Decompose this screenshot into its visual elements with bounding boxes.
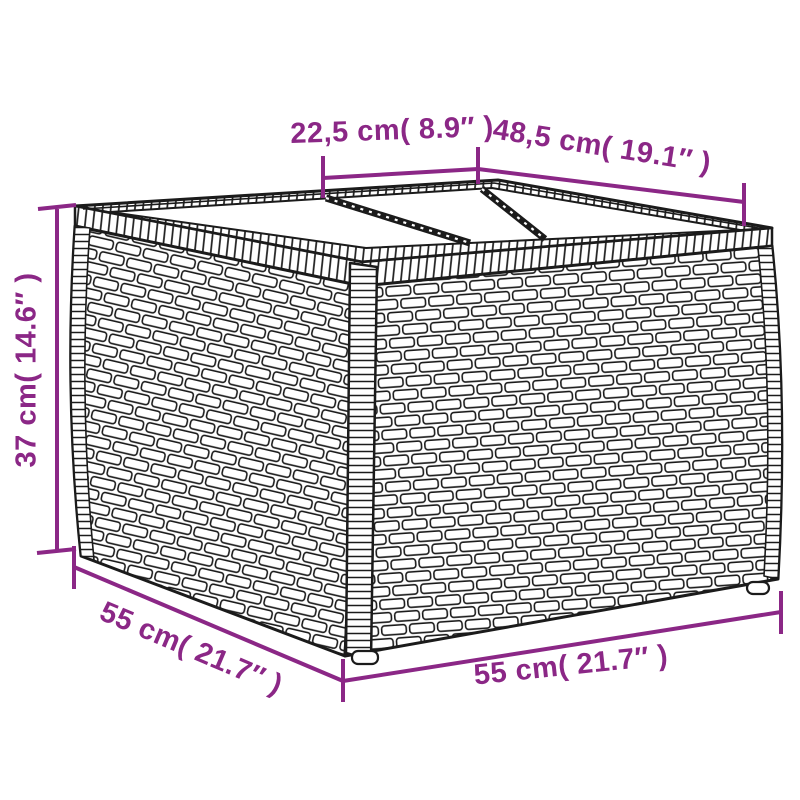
left-face-weave (69, 224, 364, 658)
dim-line-height (36, 203, 77, 555)
front-foot (350, 649, 380, 666)
glass-top (109, 187, 741, 249)
dim-label-height: 37 cm( 14.6″ ) (10, 272, 43, 468)
dim-line-top-glass (477, 167, 746, 226)
dim-line-width (342, 591, 783, 683)
right-edge-post (757, 245, 783, 580)
front-corner-post (344, 261, 379, 662)
glass-divider-left (324, 194, 472, 247)
dimension-lines (36, 147, 783, 702)
right-foot (745, 580, 771, 596)
right-face-weave (343, 244, 784, 658)
glass-divider-right (479, 186, 548, 242)
dim-line-top-panel (321, 147, 480, 198)
left-edge-post (69, 225, 95, 561)
rattan-table-sketch (69, 178, 784, 666)
rim-rope-line (82, 182, 765, 230)
